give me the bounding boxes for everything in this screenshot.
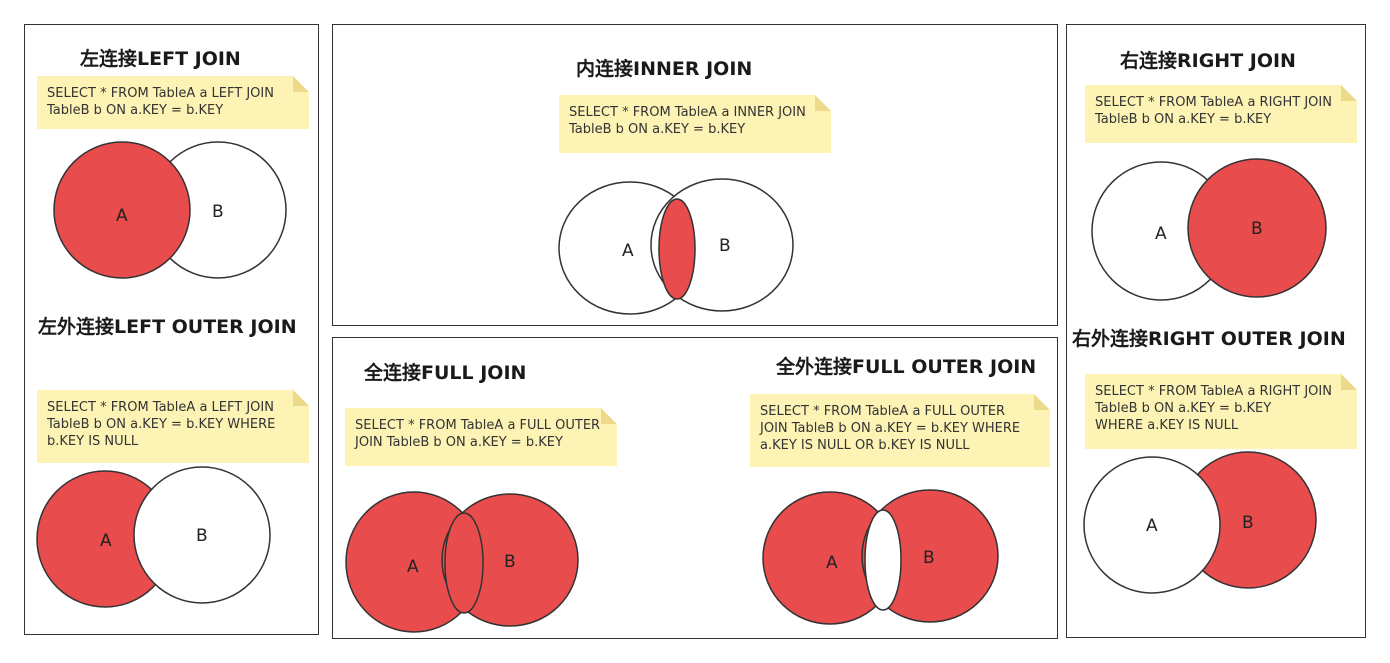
label-b: B — [196, 526, 208, 546]
inner-join-sql-note: SELECT * FROM TableA a INNER JOIN TableB… — [559, 95, 831, 153]
full-join-sql-text: SELECT * FROM TableA a FULL OUTER JOIN T… — [355, 418, 601, 450]
full-outer-join-venn: A B — [762, 489, 999, 625]
label-a: A — [826, 553, 838, 573]
full-outer-join-title: 全外连接FULL OUTER JOIN — [776, 356, 1037, 378]
left-join-venn: A B — [53, 141, 287, 279]
left-outer-join-venn: A B — [36, 466, 271, 608]
label-a: A — [116, 206, 128, 226]
left-join-title: 左连接LEFT JOIN — [80, 48, 241, 70]
left-join-sql-text: SELECT * FROM TableA a LEFT JOIN TableB … — [47, 86, 274, 118]
right-join-sql-text: SELECT * FROM TableA a RIGHT JOIN TableB… — [1095, 95, 1332, 127]
right-outer-join-title: 右外连接RIGHT OUTER JOIN — [1072, 328, 1346, 350]
left-outer-join-title: 左外连接LEFT OUTER JOIN — [38, 316, 297, 338]
full-outer-join-sql-note: SELECT * FROM TableA a FULL OUTER JOIN T… — [750, 394, 1050, 467]
right-outer-join-venn: A B — [1083, 451, 1317, 594]
label-b: B — [1242, 513, 1254, 533]
label-a: A — [622, 241, 634, 261]
right-outer-join-sql-note: SELECT * FROM TableA a RIGHT JOIN TableB… — [1085, 374, 1357, 449]
label-a: A — [1146, 516, 1158, 536]
inner-join-title: 内连接INNER JOIN — [576, 58, 753, 80]
left-outer-join-sql-note: SELECT * FROM TableA a LEFT JOIN TableB … — [37, 390, 309, 463]
intersection — [658, 198, 696, 300]
label-b: B — [719, 236, 731, 256]
full-join-title: 全连接FULL JOIN — [364, 362, 527, 384]
full-join-sql-note: SELECT * FROM TableA a FULL OUTER JOIN T… — [345, 408, 617, 466]
circle-b — [133, 466, 271, 604]
circle-a — [1083, 456, 1221, 594]
inner-join-sql-text: SELECT * FROM TableA a INNER JOIN TableB… — [569, 105, 806, 137]
label-a: A — [1155, 224, 1167, 244]
right-join-title: 右连接RIGHT JOIN — [1120, 50, 1296, 72]
inner-join-venn: A B — [558, 178, 794, 315]
right-outer-join-sql-text: SELECT * FROM TableA a RIGHT JOIN TableB… — [1095, 384, 1332, 433]
intersection-empty — [864, 509, 902, 611]
label-b: B — [504, 552, 516, 572]
right-join-sql-note: SELECT * FROM TableA a RIGHT JOIN TableB… — [1085, 85, 1357, 143]
left-join-sql-note: SELECT * FROM TableA a LEFT JOIN TableB … — [37, 76, 309, 129]
label-b: B — [1251, 219, 1263, 239]
full-outer-join-sql-text: SELECT * FROM TableA a FULL OUTER JOIN T… — [760, 404, 1021, 453]
label-a: A — [407, 557, 419, 577]
circle-a — [53, 141, 191, 279]
label-a: A — [100, 531, 112, 551]
label-b: B — [923, 548, 935, 568]
left-outer-join-sql-text: SELECT * FROM TableA a LEFT JOIN TableB … — [47, 400, 276, 449]
circle-b — [1187, 158, 1327, 298]
full-join-venn: A B — [345, 491, 579, 633]
label-b: B — [212, 202, 224, 222]
right-join-venn: A B — [1091, 158, 1327, 301]
intersection-outline — [444, 512, 484, 614]
